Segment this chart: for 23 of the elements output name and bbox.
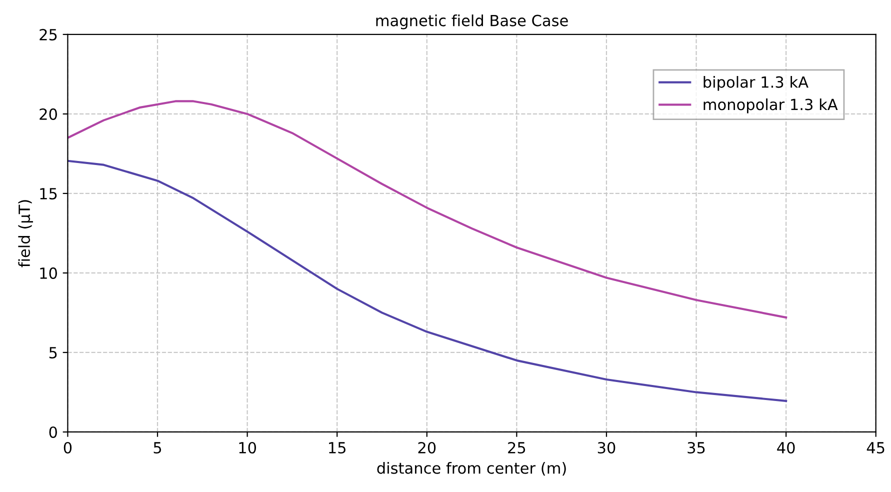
y-tick-label: 15	[40, 188, 57, 200]
legend-label: bipolar 1.3 kA	[704, 76, 808, 91]
y-tick-label: 25	[40, 28, 57, 40]
line-series	[68, 160, 788, 402]
y-tick-label: 5	[49, 347, 57, 358]
x-axis-title: distance from center (m)	[377, 462, 566, 476]
x-tick-label: 20	[418, 442, 436, 454]
x-tick-label: 0	[64, 442, 72, 454]
x-tick-label: 25	[508, 442, 526, 454]
chart-title: magnetic field Base Case	[376, 14, 568, 30]
x-tick-label: 35	[688, 442, 705, 454]
x-tick-label: 15	[329, 442, 346, 454]
y-tick-label: 10	[40, 267, 57, 279]
y-tick-label: 20	[40, 108, 57, 120]
line-series	[68, 100, 788, 319]
x-tick-label: 10	[239, 442, 256, 454]
y-axis-title: field (µT)	[18, 200, 33, 268]
x-tick-label: 40	[777, 442, 795, 454]
x-tick-label: 45	[866, 442, 884, 454]
legend-label: monopolar 1.3 kA	[704, 98, 838, 114]
x-tick-label: 30	[598, 442, 616, 454]
y-tick-label: 0	[49, 426, 57, 438]
x-tick-label: 5	[154, 442, 162, 454]
